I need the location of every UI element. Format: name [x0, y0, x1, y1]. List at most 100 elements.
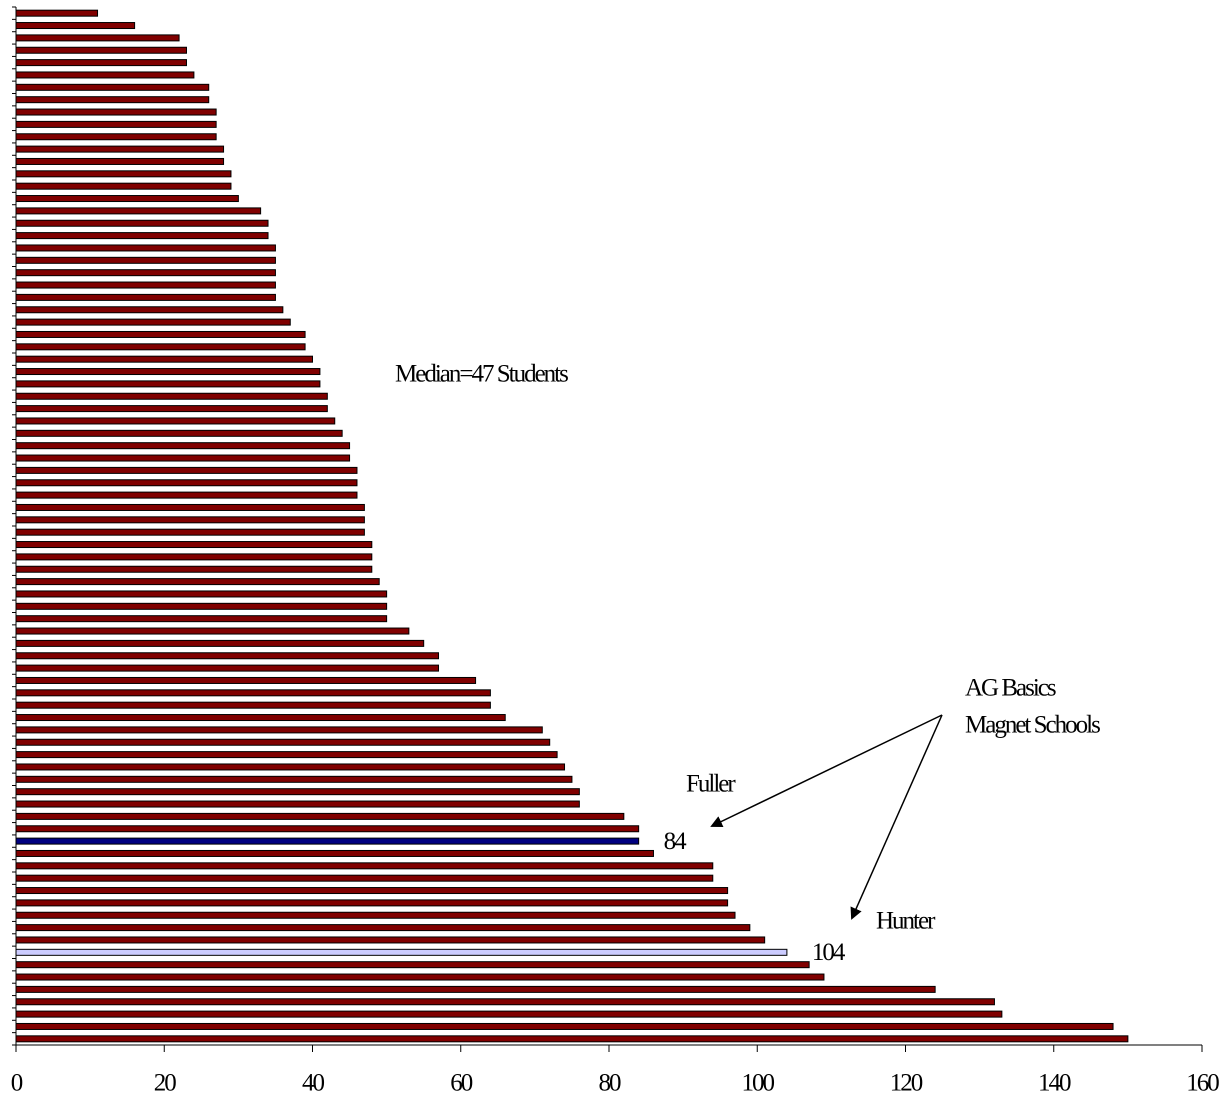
bar — [15, 652, 440, 660]
bar — [15, 281, 276, 289]
data-label: 84 — [664, 828, 688, 855]
bar — [15, 676, 477, 684]
bar — [15, 120, 217, 128]
bar — [15, 195, 239, 203]
bar — [15, 516, 365, 524]
bar — [15, 936, 766, 944]
x-tick-label: 20 — [154, 1070, 177, 1097]
bar — [15, 96, 210, 104]
x-tick-label: 40 — [302, 1070, 325, 1097]
bar — [15, 108, 217, 116]
bar — [15, 34, 180, 42]
bar — [15, 83, 210, 91]
bar — [15, 948, 788, 956]
hunter-annotation: Hunter — [876, 908, 936, 935]
bar — [15, 862, 714, 870]
arrow — [850, 714, 943, 920]
x-tick-label: 120 — [890, 1070, 923, 1097]
bar — [15, 887, 729, 895]
arrow — [710, 714, 943, 828]
x-tick-label: 140 — [1038, 1070, 1071, 1097]
bar — [15, 368, 321, 376]
bar — [15, 219, 269, 227]
bar — [15, 479, 358, 487]
bar — [15, 961, 810, 969]
fuller-annotation: Fuller — [686, 771, 736, 798]
bar — [15, 157, 225, 165]
bar — [15, 812, 625, 820]
bar — [15, 590, 388, 598]
bar — [15, 565, 373, 573]
bar — [15, 293, 276, 301]
bar — [15, 503, 365, 511]
bar — [15, 602, 388, 610]
bar — [15, 800, 580, 808]
bar — [15, 392, 328, 400]
bar — [15, 232, 269, 240]
bar — [15, 454, 351, 462]
bar — [15, 553, 373, 561]
bar — [15, 825, 640, 833]
x-tick-label: 60 — [450, 1070, 473, 1097]
bar — [15, 639, 425, 647]
bar — [15, 837, 640, 845]
bar — [15, 330, 306, 338]
bar — [15, 59, 187, 67]
bar — [15, 244, 276, 252]
bar — [15, 973, 825, 981]
bar — [15, 207, 262, 215]
bar — [15, 1010, 1003, 1018]
median-annotation: Median=47 Students — [395, 361, 568, 388]
bar — [15, 849, 654, 857]
bar — [15, 874, 714, 882]
bar — [15, 899, 729, 907]
bar — [15, 578, 380, 586]
bar — [15, 145, 225, 153]
bar — [15, 664, 440, 672]
bar — [15, 751, 558, 759]
bar — [15, 911, 736, 919]
bar — [15, 71, 195, 79]
bar — [15, 22, 136, 30]
bar — [15, 343, 306, 351]
bar — [15, 714, 506, 722]
bar — [15, 985, 936, 993]
bar — [15, 9, 99, 17]
bar — [15, 627, 410, 635]
bar — [15, 429, 343, 437]
bar — [15, 615, 388, 623]
bar — [15, 256, 276, 264]
bar — [15, 355, 313, 363]
group-annotation: AG Basics — [965, 675, 1056, 702]
bar — [15, 466, 358, 474]
x-tick-label: 160 — [1186, 1070, 1219, 1097]
bar — [15, 170, 232, 178]
bar — [15, 380, 321, 388]
bar — [15, 269, 276, 277]
bar — [15, 701, 491, 709]
bar — [15, 924, 751, 932]
bar — [15, 318, 291, 326]
bar — [15, 491, 358, 499]
bar — [15, 417, 336, 425]
bar — [15, 1022, 1114, 1030]
bar — [15, 133, 217, 141]
bar — [15, 442, 351, 450]
bar — [15, 689, 491, 697]
x-tick-label: 0 — [11, 1070, 23, 1097]
bar — [15, 405, 328, 413]
bar — [15, 788, 580, 796]
bar — [15, 1035, 1129, 1043]
bar — [15, 775, 573, 783]
bar — [15, 306, 284, 314]
group-annotation: Magnet Schools — [965, 712, 1100, 739]
bar — [15, 726, 543, 734]
bar — [15, 528, 365, 536]
bar — [15, 763, 566, 771]
data-label: 104 — [812, 939, 846, 966]
bar — [15, 182, 232, 190]
x-tick-label: 80 — [599, 1070, 622, 1097]
bar — [15, 46, 187, 54]
bar — [15, 998, 995, 1006]
